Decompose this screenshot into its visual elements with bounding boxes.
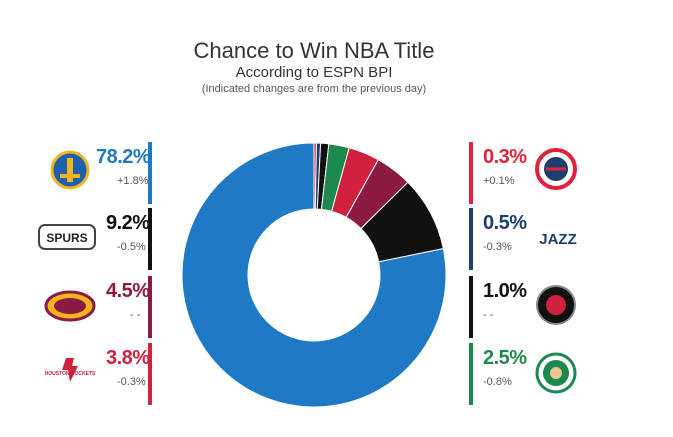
chart-titles: Chance to Win NBA Title According to ESP… [0, 38, 628, 97]
change-wizards: +0.1% [483, 175, 515, 187]
bar-raptors [469, 276, 473, 338]
change-jazz: -0.3% [483, 241, 512, 253]
value-rockets: 3.8% [106, 347, 150, 369]
spurs-logo-text: SPURS [46, 231, 87, 245]
jazz-logo-text: JAZZ [539, 231, 577, 248]
team-raptors: 1.0% - - [469, 276, 533, 340]
raptors-logo-icon [536, 285, 576, 325]
team-warriors: 78.2% +1.8% [96, 142, 160, 206]
cavaliers-logo-icon [44, 290, 96, 322]
slice-warriors [181, 142, 447, 408]
team-jazz: 0.5% -0.3% [469, 208, 533, 272]
rockets-logo-text: HOUSTON ROCKETS [45, 371, 96, 377]
value-wizards: 0.3% [483, 146, 527, 168]
team-wizards: 0.3% +0.1% [469, 142, 533, 206]
change-rockets: -0.3% [117, 376, 146, 388]
warriors-logo-icon [50, 150, 90, 190]
chart-note: (Indicated changes are from the previous… [201, 83, 427, 95]
team-rockets: 3.8% -0.3% [96, 343, 160, 407]
value-spurs: 9.2% [106, 212, 150, 234]
bar-jazz [469, 208, 473, 270]
value-warriors: 78.2% [96, 146, 151, 168]
change-warriors: +1.8% [117, 175, 149, 187]
team-cavaliers: 4.5% - - [96, 276, 160, 340]
bar-rockets [148, 343, 152, 405]
celtics-logo-icon [535, 352, 577, 394]
jazz-logo-icon: JAZZ [539, 231, 577, 248]
team-spurs: 9.2% -0.5% [96, 208, 160, 272]
spurs-logo-icon: SPURS [38, 224, 96, 250]
change-raptors: - - [483, 309, 494, 321]
change-cavaliers: - - [130, 309, 141, 321]
team-celtics: 2.5% -0.8% [469, 343, 533, 407]
change-celtics: -0.8% [483, 376, 512, 388]
value-raptors: 1.0% [483, 280, 527, 302]
value-cavaliers: 4.5% [106, 280, 150, 302]
bar-celtics [469, 343, 473, 405]
bar-warriors [148, 142, 152, 204]
change-spurs: -0.5% [117, 241, 146, 253]
rockets-logo-icon: HOUSTON ROCKETS [45, 358, 96, 382]
value-jazz: 0.5% [483, 212, 527, 234]
bar-wizards [469, 142, 473, 204]
bar-cavaliers [148, 276, 152, 338]
chart-subtitle: According to ESPN BPI [235, 64, 393, 81]
wizards-logo-icon [535, 148, 577, 190]
chart-title: Chance to Win NBA Title [193, 38, 435, 63]
value-celtics: 2.5% [483, 347, 527, 369]
bar-spurs [148, 208, 152, 270]
